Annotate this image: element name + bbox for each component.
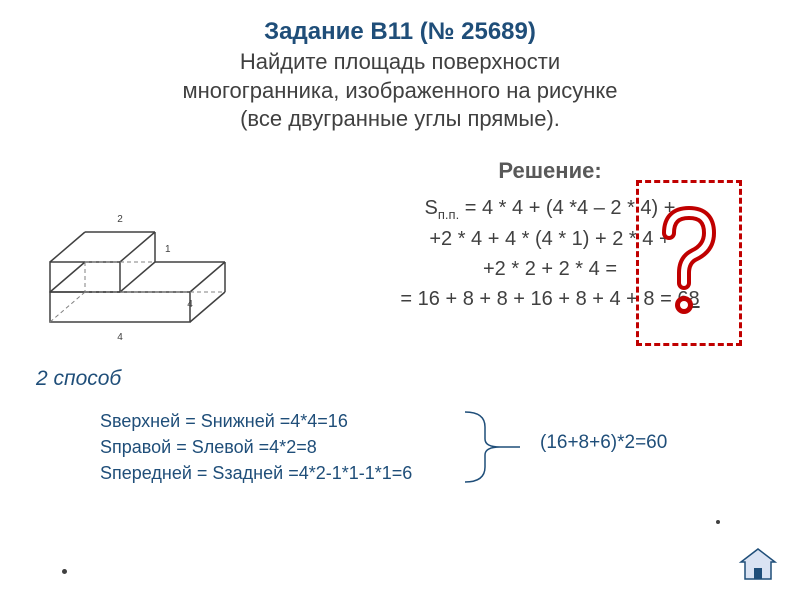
- dim-side1: 1: [165, 244, 171, 255]
- curly-brace: [460, 407, 530, 487]
- task-subtitle-2: многогранника, изображенного на рисунке: [40, 77, 760, 106]
- question-mark-icon: [654, 203, 724, 323]
- task-subtitle-1: Найдите площадь поверхности: [40, 48, 760, 77]
- polyhedron-diagram: 2 1 1 4 4: [30, 162, 230, 352]
- method2-line-1: Sверхней = Sнижней =4*4=16: [100, 408, 412, 434]
- dim-bottom: 4: [117, 332, 123, 343]
- s-subscript: п.п.: [438, 207, 459, 222]
- s-symbol: S: [425, 197, 438, 219]
- title-block: Задание B11 (№ 25689) Найдите площадь по…: [0, 0, 800, 142]
- question-mark-box: [636, 180, 742, 346]
- task-subtitle-3: (все двугранные углы прямые).: [40, 105, 760, 134]
- method2-label: 2 способ: [36, 367, 121, 391]
- task-title: Задание B11 (№ 25689): [40, 18, 760, 46]
- method2-line-2: Sправой = Sлевой =4*2=8: [100, 434, 412, 460]
- method2-result: (16+8+6)*2=60: [540, 432, 667, 454]
- home-icon[interactable]: [738, 546, 778, 582]
- bullet-dot: [62, 569, 67, 574]
- dim-right: 4: [187, 299, 193, 310]
- dim-top: 2: [117, 214, 123, 225]
- method2-line-3: Sпередней = Sзадней =4*2-1*1-1*1=6: [100, 460, 412, 486]
- method2-body: Sверхней = Sнижней =4*4=16 Sправой = Sле…: [100, 408, 412, 486]
- small-dot: [716, 520, 720, 524]
